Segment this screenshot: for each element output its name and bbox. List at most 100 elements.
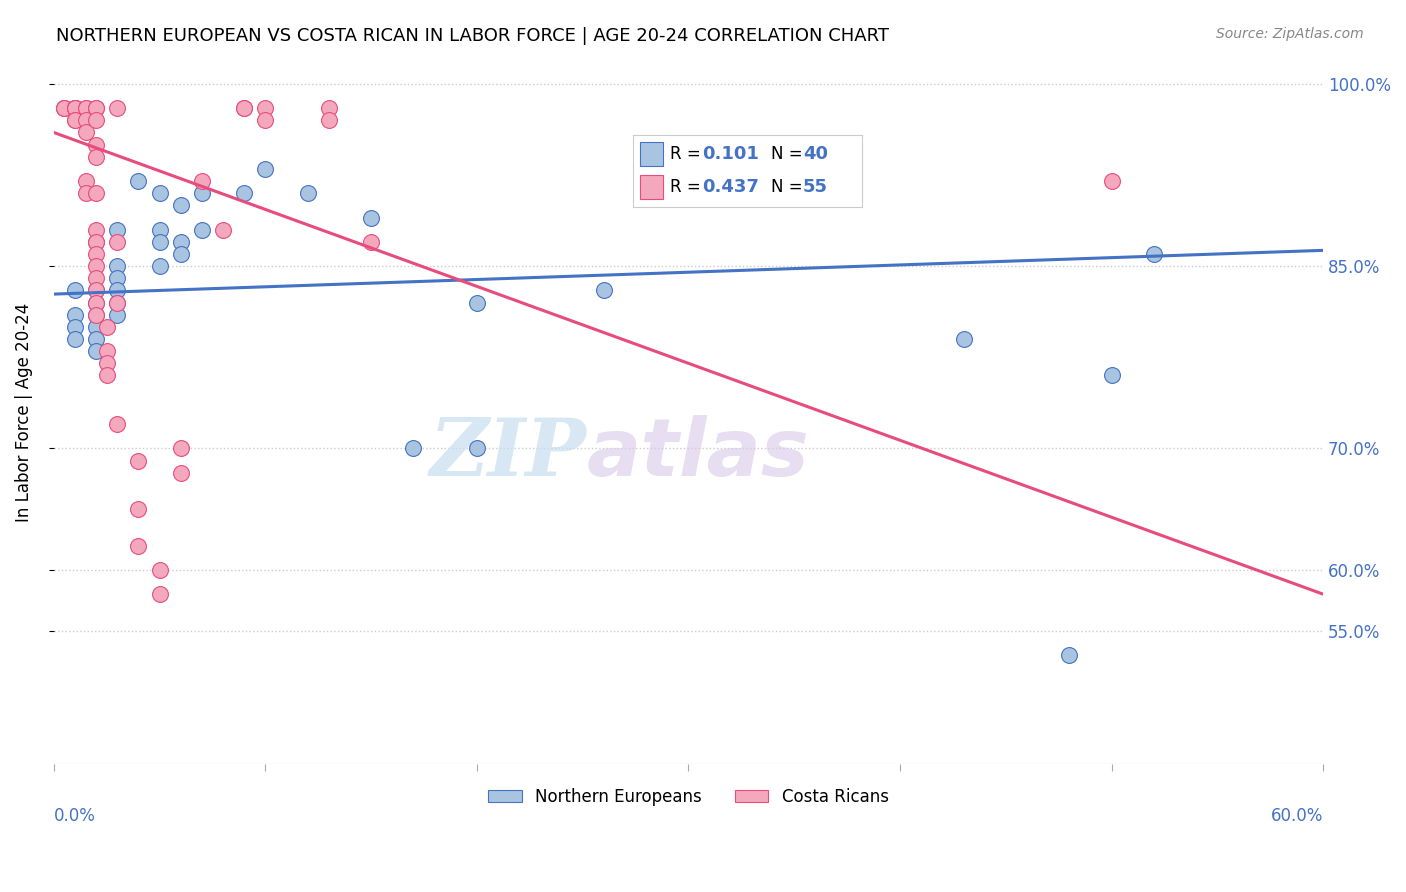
Point <box>84 235 107 249</box>
Point <box>592 284 614 298</box>
Point <box>63 101 86 115</box>
Point <box>127 453 149 467</box>
Bar <box>640 175 664 200</box>
Text: R =: R = <box>671 145 706 163</box>
Point <box>84 295 107 310</box>
Point <box>191 174 214 188</box>
Point <box>84 113 107 128</box>
Point <box>465 442 488 456</box>
Point <box>63 113 86 128</box>
Point <box>105 223 128 237</box>
Point <box>84 295 107 310</box>
Point <box>105 295 128 310</box>
Point <box>84 101 107 115</box>
Point <box>952 332 974 346</box>
Point <box>191 223 214 237</box>
Bar <box>640 142 664 166</box>
Point <box>84 235 107 249</box>
Point <box>63 101 86 115</box>
Point <box>318 101 340 115</box>
Point <box>254 113 277 128</box>
Point <box>170 235 193 249</box>
Point <box>84 223 107 237</box>
Text: ZIP: ZIP <box>430 416 586 493</box>
Point <box>75 101 97 115</box>
Point <box>96 319 118 334</box>
Point <box>84 247 107 261</box>
Legend: Northern Europeans, Costa Ricans: Northern Europeans, Costa Ricans <box>482 781 896 813</box>
Point <box>233 101 256 115</box>
Point <box>63 101 86 115</box>
Point <box>63 101 86 115</box>
Point <box>127 539 149 553</box>
Text: Source: ZipAtlas.com: Source: ZipAtlas.com <box>1216 27 1364 41</box>
Point <box>63 284 86 298</box>
Point <box>170 442 193 456</box>
Point <box>105 271 128 285</box>
Point <box>63 319 86 334</box>
Point <box>63 332 86 346</box>
Point <box>149 563 172 577</box>
Point <box>105 235 128 249</box>
Point <box>53 101 76 115</box>
Point <box>149 235 172 249</box>
Point <box>84 137 107 152</box>
Point <box>149 587 172 601</box>
Point <box>360 235 382 249</box>
Text: 0.101: 0.101 <box>702 145 759 163</box>
Point <box>105 101 128 115</box>
Point <box>1101 368 1123 383</box>
Point <box>96 368 118 383</box>
Point <box>170 247 193 261</box>
Point <box>127 174 149 188</box>
Y-axis label: In Labor Force | Age 20-24: In Labor Force | Age 20-24 <box>15 302 32 522</box>
Point <box>105 259 128 273</box>
Point <box>127 502 149 516</box>
Point <box>149 223 172 237</box>
Point <box>53 101 76 115</box>
Point <box>254 101 277 115</box>
Text: 60.0%: 60.0% <box>1271 806 1323 824</box>
Point <box>297 186 319 201</box>
Point <box>170 198 193 212</box>
Point <box>105 308 128 322</box>
Point <box>1101 174 1123 188</box>
Point <box>105 417 128 431</box>
Point <box>63 101 86 115</box>
Point <box>75 126 97 140</box>
Point <box>96 344 118 359</box>
Point <box>84 308 107 322</box>
Point <box>212 223 235 237</box>
Point <box>84 332 107 346</box>
Text: NORTHERN EUROPEAN VS COSTA RICAN IN LABOR FORCE | AGE 20-24 CORRELATION CHART: NORTHERN EUROPEAN VS COSTA RICAN IN LABO… <box>56 27 889 45</box>
Point <box>84 259 107 273</box>
Point <box>84 271 107 285</box>
Point <box>318 113 340 128</box>
Text: 0.437: 0.437 <box>702 178 759 196</box>
Point <box>75 113 97 128</box>
Point <box>1143 247 1166 261</box>
Text: 0.0%: 0.0% <box>53 806 96 824</box>
Point <box>105 295 128 310</box>
Point <box>84 101 107 115</box>
Point <box>1059 648 1081 662</box>
Text: R =: R = <box>671 178 706 196</box>
Point <box>191 186 214 201</box>
Point <box>84 319 107 334</box>
Point <box>84 284 107 298</box>
Point <box>233 101 256 115</box>
Point <box>84 186 107 201</box>
Point <box>75 186 97 201</box>
Point <box>84 150 107 164</box>
Point <box>149 186 172 201</box>
Point <box>783 186 806 201</box>
Point <box>360 211 382 225</box>
Text: 55: 55 <box>803 178 828 196</box>
Text: N =: N = <box>770 178 807 196</box>
Point <box>254 161 277 176</box>
Point <box>63 308 86 322</box>
Point <box>84 308 107 322</box>
Text: 40: 40 <box>803 145 828 163</box>
Point <box>75 174 97 188</box>
Point <box>75 101 97 115</box>
